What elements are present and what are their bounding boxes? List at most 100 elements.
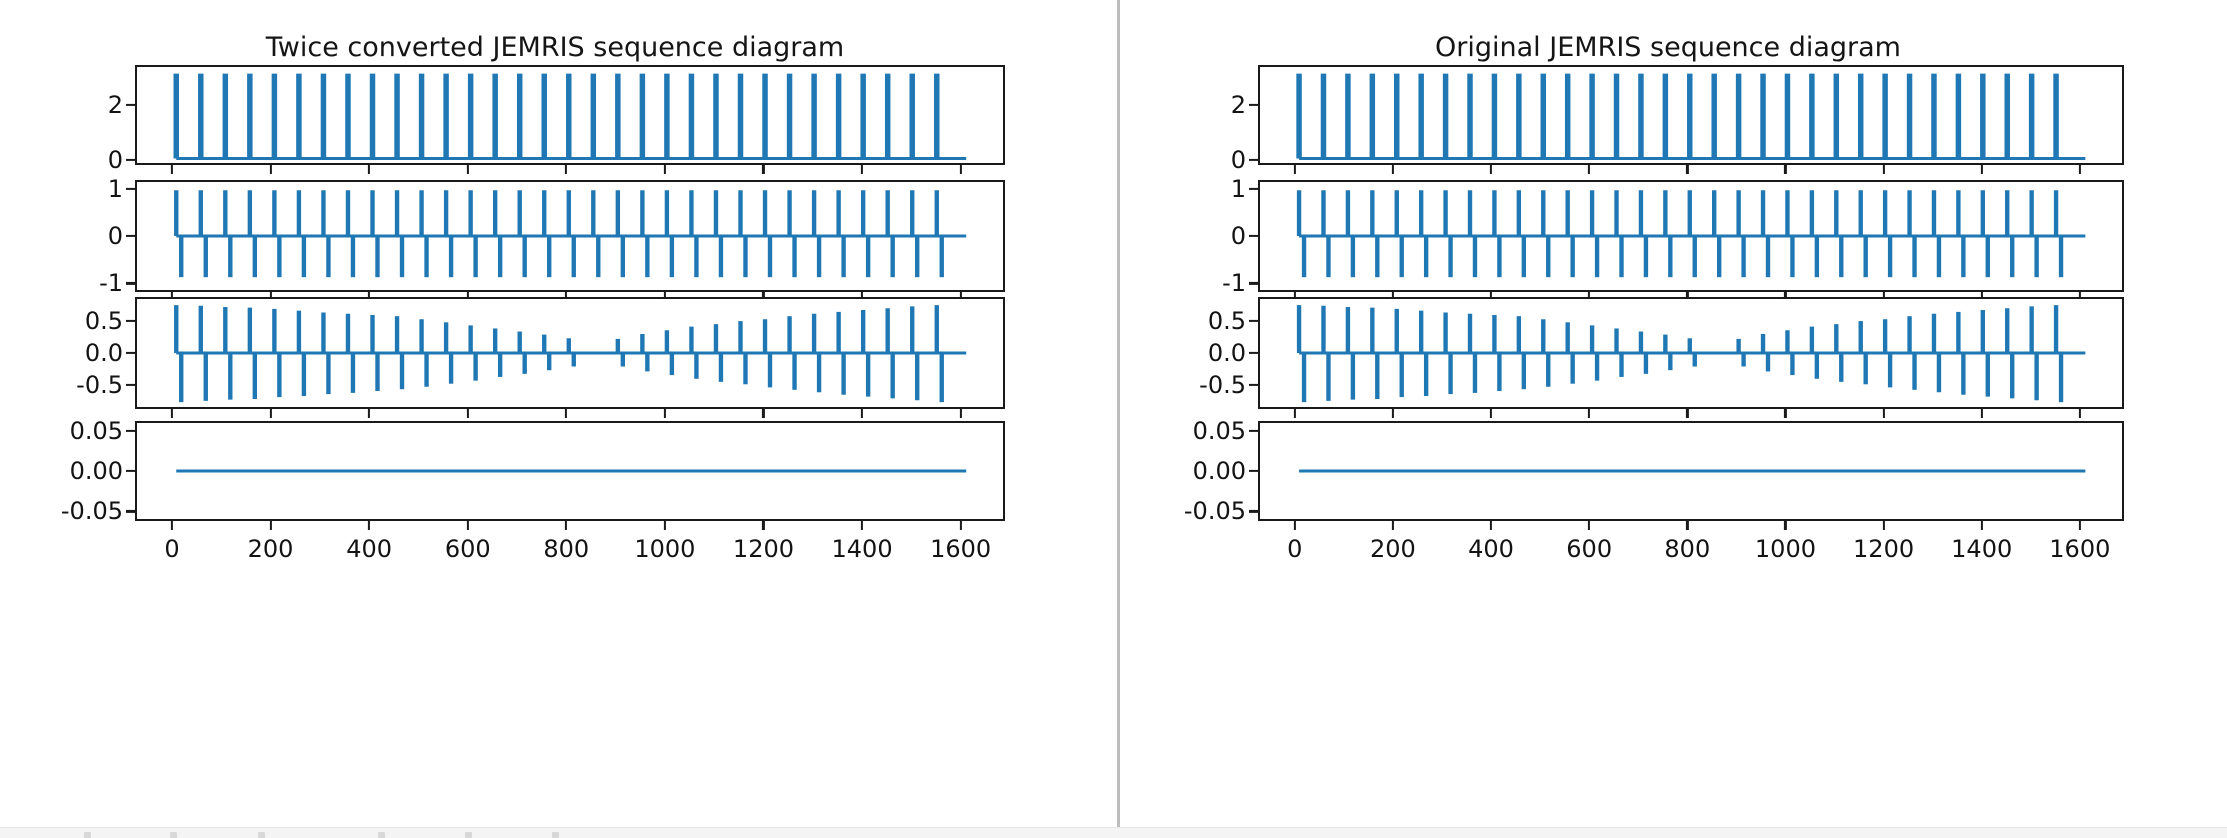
x-tick-label: 1600 <box>930 535 992 563</box>
x-tick-mark <box>663 165 666 174</box>
x-tick-mark <box>1686 521 1689 530</box>
y-tick-mark <box>1249 383 1258 386</box>
x-tick-mark <box>1588 292 1591 301</box>
y-tick-label: -1 <box>99 269 123 298</box>
x-tick-mark <box>1293 292 1296 301</box>
x-tick-mark <box>2078 165 2081 174</box>
axes-frame <box>135 421 1005 521</box>
y-tick-label: -0.5 <box>1199 370 1246 399</box>
x-tick-mark <box>1293 409 1296 418</box>
y-tick-mark <box>1249 282 1258 285</box>
y-tick-label: 0.5 <box>84 307 123 336</box>
x-tick-mark <box>860 521 864 530</box>
left-figure: Twice converted JEMRIS sequence diagram … <box>0 0 1114 828</box>
y-tick-label: 0 <box>107 222 123 250</box>
axes-gradient-z-left: -0.05 0.00 0.05 0 200 400 600 800 1000 1200 1400 16… <box>61 417 1005 563</box>
x-tick-mark <box>368 409 371 418</box>
y-tick-label: 0.0 <box>1207 339 1246 367</box>
x-tick-mark <box>2078 292 2081 301</box>
y-tick-mark <box>126 282 135 285</box>
x-tick-mark <box>1686 409 1689 418</box>
x-tick-label: 600 <box>1566 535 1613 563</box>
y-tick-mark <box>126 510 135 513</box>
x-tick-mark <box>1293 521 1296 530</box>
x-tick-label: 0 <box>164 535 180 563</box>
axes-frame <box>1258 297 2124 409</box>
x-tick-mark <box>466 521 469 530</box>
x-tick-label: 0 <box>1287 535 1303 563</box>
x-tick-mark <box>1784 521 1787 530</box>
signal-trace <box>1296 73 2086 161</box>
x-tick-mark <box>466 165 469 174</box>
x-tick-mark <box>269 292 272 301</box>
axes-gradient-z-right: -0.05 0.00 0.05 0 200 400 600 800 1000 1200 1400 16… <box>1184 417 2124 563</box>
bottom-toolbar-strip <box>0 827 2227 838</box>
y-tick-mark <box>1249 103 1258 107</box>
signal-trace <box>173 73 967 161</box>
x-tick-mark <box>1980 165 1983 174</box>
x-tick-label: 200 <box>1370 535 1416 563</box>
x-tick-mark <box>663 409 666 418</box>
y-tick-label: 0 <box>1230 146 1246 175</box>
x-tick-mark <box>1489 521 1493 530</box>
axes-gradient-x-left: -10102004006008001000120014001600 <box>99 175 1005 334</box>
axes-frame <box>1258 180 2124 292</box>
y-tick-label: 0 <box>1230 222 1246 250</box>
x-tick-label: 600 <box>444 535 491 563</box>
x-tick-mark <box>959 521 962 530</box>
x-tick-mark <box>663 521 666 530</box>
y-tick-label: 0.05 <box>1192 416 1246 445</box>
x-tick-label: 1200 <box>732 535 795 563</box>
x-tick-label: 1400 <box>831 535 893 563</box>
x-tick-label: 1400 <box>1951 535 2013 563</box>
y-tick-mark <box>1249 429 1258 432</box>
y-tick-mark <box>1249 469 1258 473</box>
right-figure: Original JEMRIS sequence diagram 0 2 0 200 4… <box>1123 0 2227 828</box>
x-tick-mark <box>860 409 864 418</box>
x-tick-mark <box>762 292 765 301</box>
x-tick-mark <box>1391 409 1395 418</box>
y-tick-label: 2 <box>1230 91 1246 120</box>
y-tick-label: -0.05 <box>60 497 123 526</box>
x-tick-mark <box>1784 409 1787 418</box>
x-tick-mark <box>269 521 272 530</box>
x-tick-mark <box>170 165 174 174</box>
x-tick-mark <box>1882 521 1885 530</box>
y-tick-mark <box>1249 320 1258 323</box>
y-tick-mark <box>126 429 135 432</box>
x-tick-mark <box>1980 521 1983 530</box>
axes-rf-magnitude-left: 0202004006008001000120014001600 <box>108 65 1005 207</box>
x-tick-mark <box>466 409 469 418</box>
x-tick-mark <box>663 292 666 301</box>
signal-trace <box>1296 190 2086 278</box>
left-figure-title: Twice converted JEMRIS sequence diagram <box>265 32 845 63</box>
x-tick-label: 800 <box>543 535 590 563</box>
x-tick-mark <box>368 165 371 174</box>
y-tick-label: -0.5 <box>76 370 123 399</box>
y-tick-mark <box>126 159 135 162</box>
x-tick-mark <box>2078 521 2081 530</box>
x-tick-mark <box>762 165 765 174</box>
panel-divider <box>1117 0 1120 838</box>
y-tick-label: 0 <box>107 146 123 175</box>
x-tick-mark <box>860 292 864 301</box>
y-tick-label: -1 <box>1222 269 1246 298</box>
x-tick-label: 1600 <box>2049 535 2111 563</box>
x-tick-mark <box>368 521 371 530</box>
x-tick-mark <box>565 409 568 418</box>
signal-trace <box>176 469 967 473</box>
y-tick-mark <box>126 383 135 386</box>
x-tick-label: 400 <box>1468 535 1514 563</box>
y-tick-mark <box>1249 187 1258 190</box>
y-tick-label: 1 <box>107 174 123 203</box>
x-tick-mark <box>2078 409 2081 418</box>
x-tick-mark <box>170 521 174 530</box>
x-tick-mark <box>170 409 174 418</box>
x-tick-mark <box>959 409 962 418</box>
x-tick-mark <box>860 165 864 174</box>
x-tick-label: 200 <box>247 535 294 563</box>
x-tick-mark <box>1980 409 1983 418</box>
x-tick-mark <box>269 165 272 174</box>
